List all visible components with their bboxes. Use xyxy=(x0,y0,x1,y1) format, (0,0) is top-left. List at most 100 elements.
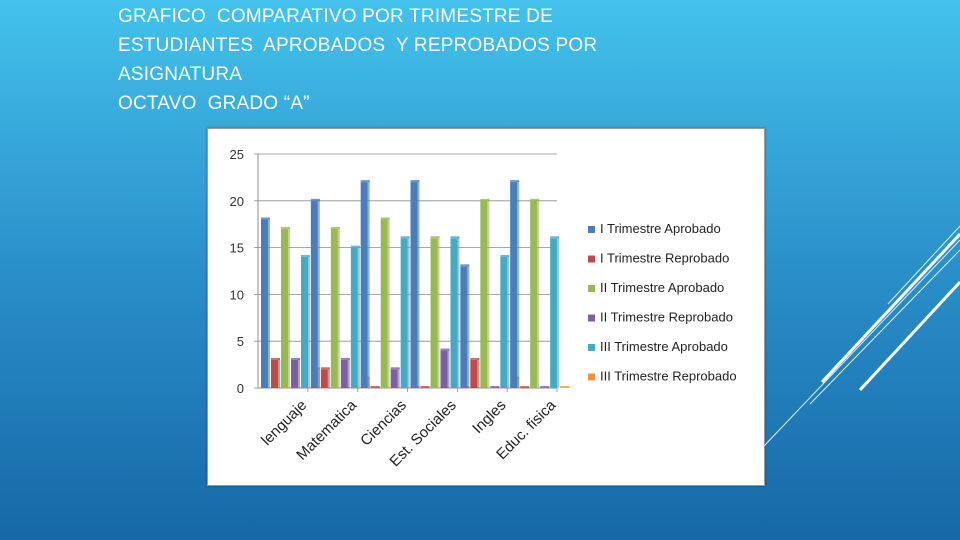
bar-side xyxy=(407,237,410,388)
y-tick-label: 15 xyxy=(230,241,244,256)
bar xyxy=(530,200,538,388)
bar-top xyxy=(261,217,270,220)
bar-top xyxy=(360,180,370,183)
bar-top xyxy=(510,180,520,183)
bar xyxy=(510,182,518,388)
bar-top xyxy=(340,357,350,360)
bar xyxy=(430,238,438,388)
legend-swatch xyxy=(588,314,595,322)
bar-side xyxy=(278,358,280,388)
bar-side xyxy=(447,349,450,388)
deco-line xyxy=(887,225,960,305)
bar-side xyxy=(308,255,310,388)
bar-top xyxy=(440,348,450,351)
bar-top xyxy=(420,386,430,388)
bar-top xyxy=(410,180,420,183)
x-tick-label: Ingles xyxy=(469,397,509,437)
bar-top xyxy=(271,357,280,360)
bar-top xyxy=(480,198,490,201)
bar xyxy=(350,247,358,388)
bar-top xyxy=(330,226,340,229)
bar xyxy=(360,182,368,388)
bar-side xyxy=(268,218,270,388)
bar-top xyxy=(370,386,380,388)
bar xyxy=(460,266,468,388)
bar-side xyxy=(327,368,330,388)
bar-top xyxy=(390,367,400,370)
title-line: ESTUDIANTES APROBADOS Y REPROBADOS POR xyxy=(118,35,598,56)
bar xyxy=(330,228,338,388)
bar xyxy=(291,359,298,388)
bar-side xyxy=(537,199,540,388)
bar xyxy=(310,200,318,388)
bar xyxy=(400,238,408,388)
deco-line xyxy=(858,280,960,392)
bar-side xyxy=(487,199,490,388)
bar xyxy=(390,369,398,388)
bar-top xyxy=(310,198,320,201)
bar-side xyxy=(467,265,470,388)
bar-side xyxy=(557,237,560,388)
bar-side xyxy=(507,255,510,388)
bar xyxy=(480,200,488,388)
title-line: GRAFICO COMPARATIVO POR TRIMESTRE DE xyxy=(118,6,553,27)
bar xyxy=(450,238,458,388)
bar-side xyxy=(337,227,340,388)
legend-swatch xyxy=(588,285,595,292)
bar-side xyxy=(367,181,370,388)
legend-label: II Trimestre Reprobado xyxy=(600,310,733,325)
deco-line xyxy=(809,249,960,405)
bar xyxy=(281,228,288,388)
bar xyxy=(271,359,278,388)
bar-top xyxy=(470,357,480,360)
legend-label: III Trimestre Reprobado xyxy=(600,369,737,384)
chart-frame: 0 5 10 15 20 25 lenguaje Matematica Ciencias Est.… xyxy=(207,128,765,486)
bar-top xyxy=(430,236,440,239)
bar-top xyxy=(460,264,470,267)
bar-top xyxy=(540,386,550,388)
legend-label: III Trimestre Aprobado xyxy=(600,339,728,354)
bar xyxy=(550,238,558,388)
bar xyxy=(410,182,418,388)
bar-side xyxy=(517,181,520,388)
bar-side xyxy=(437,237,440,388)
bar-top xyxy=(301,254,310,257)
decorative-lines xyxy=(763,225,960,447)
bar-top xyxy=(530,198,540,201)
bar xyxy=(320,369,328,388)
legend-swatch xyxy=(588,226,595,233)
bar xyxy=(470,359,478,388)
legend-swatch xyxy=(588,255,595,263)
y-tick-label: 20 xyxy=(230,194,244,209)
legend-label: I Trimestre Reprobado xyxy=(600,251,729,266)
legend-swatch xyxy=(588,344,595,351)
bar-side xyxy=(387,218,390,388)
bar-top xyxy=(560,386,570,388)
bar-side xyxy=(457,237,460,388)
bar-side xyxy=(417,181,420,388)
bar-chart: 0510152025lenguajeMatematicaCienciasEst.… xyxy=(230,147,737,470)
bar-side xyxy=(397,368,400,388)
y-tick-label: 5 xyxy=(237,334,244,349)
bar-top xyxy=(291,357,300,360)
bar xyxy=(340,359,348,388)
legend-label: I Trimestre Aprobado xyxy=(600,221,721,236)
bar-side xyxy=(347,358,350,388)
deco-line xyxy=(763,239,960,447)
bar-top xyxy=(500,254,510,257)
title-line: OCTAVO GRADO “A” xyxy=(118,93,310,114)
bar-top xyxy=(450,236,460,239)
title-line: ASIGNATURA xyxy=(118,64,243,85)
legend-label: II Trimestre Aprobado xyxy=(600,280,724,295)
bar-top xyxy=(320,367,330,370)
y-tick-label: 10 xyxy=(230,287,244,302)
bar xyxy=(440,350,448,388)
bar-side xyxy=(298,358,300,388)
bar xyxy=(500,256,508,388)
bar-top xyxy=(520,386,530,388)
bar-side xyxy=(477,358,480,388)
bar-side xyxy=(288,227,290,388)
bar-side xyxy=(357,246,360,388)
bar xyxy=(301,256,308,388)
bar-top xyxy=(281,226,290,229)
